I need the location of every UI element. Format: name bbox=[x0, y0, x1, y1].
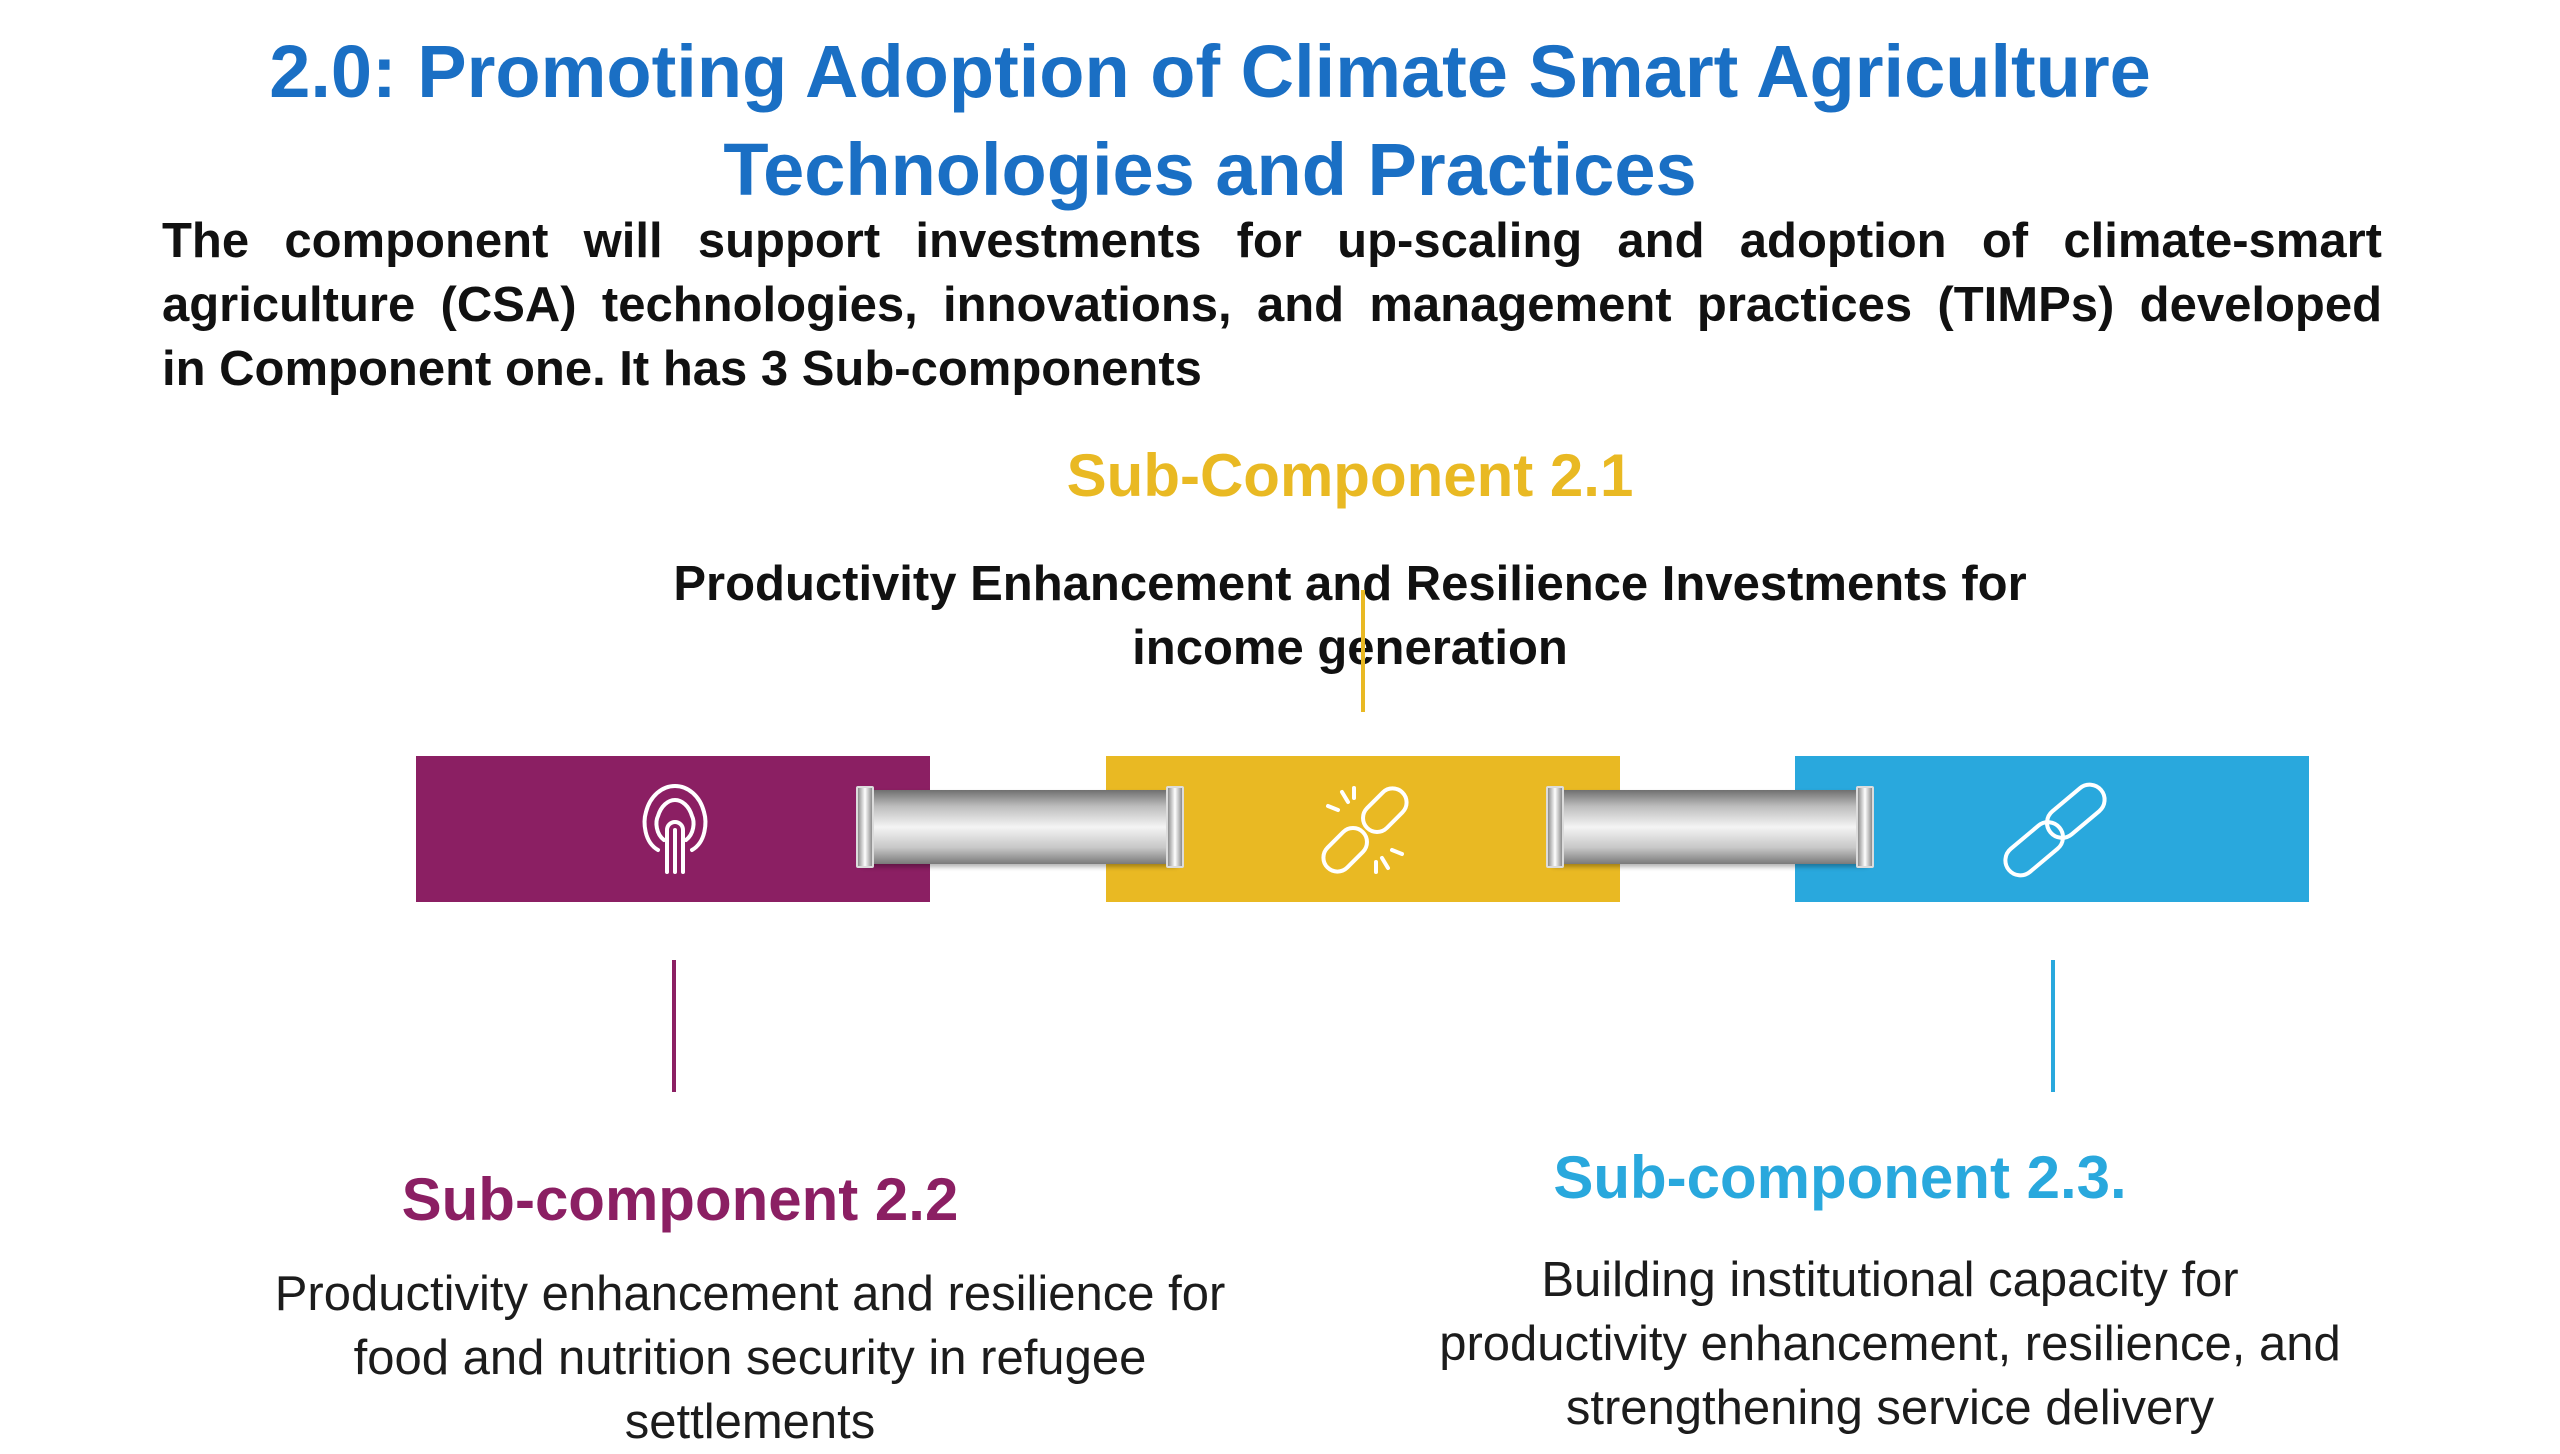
subcomponent-2-2-desc-line-1: Productivity enhancement and resilience … bbox=[274, 1267, 1226, 1321]
subcomponent-2-1-desc-line-2: income generation bbox=[1132, 621, 1568, 675]
page-title-line-1: 2.0: Promoting Adoption of Climate Smart… bbox=[269, 30, 2151, 113]
link-icon bbox=[1980, 760, 2130, 900]
subcomponent-2-1-title: Sub-Component 2.1 bbox=[1066, 442, 1634, 509]
subcomponent-2-2-block bbox=[416, 756, 930, 902]
subcomponent-2-1-block bbox=[1106, 756, 1620, 902]
description-line-1: The component will support investments f… bbox=[162, 214, 2382, 268]
subcomponent-2-1-connector-line bbox=[1361, 590, 1365, 712]
subcomponent-2-2-connector-line bbox=[672, 960, 676, 1092]
page-title-line-2: Technologies and Practices bbox=[723, 128, 1697, 211]
touch-icon bbox=[600, 760, 750, 900]
chain-connector-right bbox=[1546, 786, 1874, 868]
description-line-2: agriculture (CSA) technologies, innovati… bbox=[162, 278, 2382, 332]
subcomponent-2-2-desc-line-2: food and nutrition security in refugee bbox=[353, 1331, 1147, 1385]
chain-connector-left bbox=[856, 786, 1184, 868]
subcomponent-2-2-desc-line-3: settlements bbox=[624, 1395, 876, 1449]
broken-link-icon bbox=[1290, 760, 1440, 900]
subcomponent-2-3-title: Sub-component 2.3. bbox=[1553, 1144, 2127, 1211]
subcomponent-2-1-desc-line-1: Productivity Enhancement and Resilience … bbox=[673, 557, 2027, 611]
subcomponent-2-3-block bbox=[1795, 756, 2309, 902]
description-line-3: in Component one. It has 3 Sub-component… bbox=[162, 342, 1202, 396]
subcomponent-2-3-connector-line bbox=[2051, 960, 2055, 1092]
subcomponent-2-3-desc-line-1: Building institutional capacity for bbox=[1541, 1253, 2239, 1307]
subcomponent-2-3-desc-line-2: productivity enhancement, resilience, an… bbox=[1439, 1317, 2341, 1371]
subcomponent-2-3-desc-line-3: strengthening service delivery bbox=[1565, 1381, 2215, 1435]
subcomponent-2-2-title: Sub-component 2.2 bbox=[401, 1166, 959, 1233]
